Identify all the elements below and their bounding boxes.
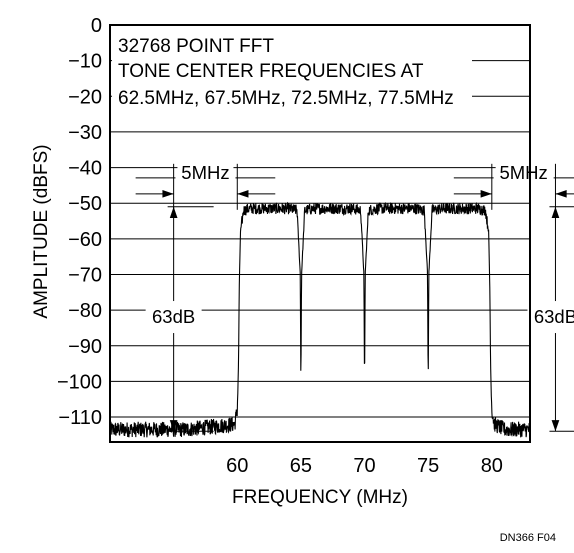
title-line: 32768 POINT FFT: [118, 36, 274, 57]
y-tick-label: −110: [58, 407, 102, 429]
x-tick-label: 75: [417, 455, 439, 477]
y-tick-label: −90: [68, 336, 102, 358]
y-tick-label: 0: [91, 15, 102, 37]
y-tick-label: −30: [68, 122, 102, 144]
annotation-label: 5MHz: [181, 162, 229, 183]
label-background: [177, 161, 234, 184]
arrowhead: [237, 189, 249, 198]
y-tick-label: −50: [68, 193, 102, 215]
arrowhead: [555, 189, 567, 198]
chart-title: 32768 POINT FFT TONE CENTER FREQUENCIES A…: [112, 27, 472, 109]
label-background: [527, 303, 574, 328]
label-background: [495, 161, 552, 184]
title-line: TONE CENTER FREQUENCIES AT: [118, 61, 424, 82]
arrowhead: [551, 420, 560, 432]
x-tick-label: 65: [290, 455, 312, 477]
y-axis-label: AMPLITUDE (dBFS): [31, 144, 52, 318]
y-tick-label: −100: [57, 371, 102, 393]
y-tick-label: −70: [68, 264, 102, 286]
arrowhead: [480, 189, 492, 198]
annotations: 5MHz 5MHz 63dB 63dB: [135, 161, 574, 432]
spectrum-line: [109, 201, 531, 438]
annotation-label: 63dB: [534, 306, 574, 327]
arrowhead: [551, 206, 560, 218]
y-tick-label: −20: [68, 86, 102, 108]
x-tick-label: 80: [481, 455, 503, 477]
arrowhead: [169, 206, 178, 218]
label-background: [145, 303, 202, 328]
y-tick-label: −10: [68, 51, 102, 73]
figure-footnote: DN366 F04: [500, 532, 556, 544]
title-background: [112, 27, 472, 109]
y-tick-label: −60: [68, 229, 102, 251]
title-line: 62.5MHz, 67.5MHz, 72.5MHz, 77.5MHz: [118, 88, 454, 109]
x-tick-label: 70: [353, 455, 375, 477]
spectrum-trace: [109, 201, 531, 438]
plot-frame: [109, 24, 531, 443]
x-axis: 60 65 70 75 80: [226, 455, 503, 477]
y-axis: 0 −10 −20 −30 −40 −50 −60 −70 −80 −90 −100 −110: [57, 15, 102, 429]
annotation-label: 5MHz: [499, 162, 547, 183]
y-tick-label: −80: [68, 300, 102, 322]
y-tick-label: −40: [68, 158, 102, 180]
annotation-label: 63dB: [152, 306, 195, 327]
grid-lines: [110, 60, 530, 418]
arrowhead: [169, 420, 178, 432]
x-axis-label: FREQUENCY (MHz): [232, 487, 408, 508]
arrowhead: [162, 189, 174, 198]
x-tick-label: 60: [226, 455, 248, 477]
